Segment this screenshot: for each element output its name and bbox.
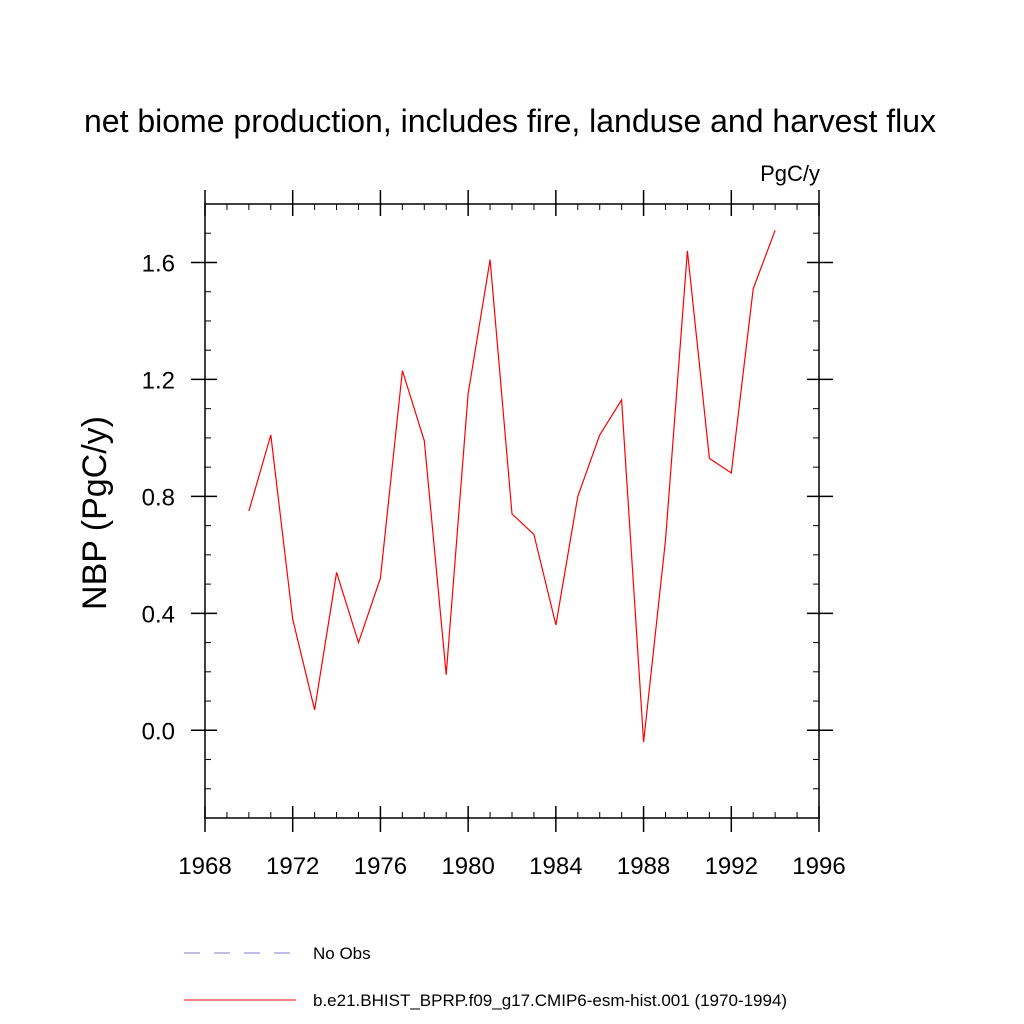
x-tick-label: 1992 — [705, 853, 758, 880]
legend: No Obs b.e21.BHIST_BPRP.f09_g17.CMIP6-es… — [184, 944, 787, 1010]
y-tick-label: 1.2 — [142, 367, 175, 394]
legend-label-model-run: b.e21.BHIST_BPRP.f09_g17.CMIP6-esm-hist.… — [313, 991, 787, 1010]
series-layer — [248, 230, 776, 743]
x-tick-label: 1976 — [354, 853, 407, 880]
axis-tick-labels: 1968 1972 1976 1980 1984 1988 1992 1996 0.0 0.4 0.… — [142, 250, 846, 880]
x-tick-label: 1980 — [441, 853, 494, 880]
chart-title: net biome production, includes fire, lan… — [84, 103, 936, 139]
units-label: PgC/y — [760, 161, 820, 186]
y-axis-label: NBP (PgC/y) — [76, 416, 114, 610]
y-tick-label: 1.6 — [142, 250, 175, 277]
y-tick-label: 0.8 — [142, 484, 175, 511]
y-tick-label: 0.4 — [142, 601, 175, 628]
x-tick-label: 1968 — [178, 853, 231, 880]
legend-label-no-obs: No Obs — [313, 944, 371, 963]
x-tick-label: 1996 — [792, 853, 845, 880]
x-tick-label: 1988 — [617, 853, 670, 880]
axis-ticks — [191, 190, 833, 832]
plot-frame — [204, 203, 820, 819]
series-line-model-run — [248, 230, 776, 743]
x-tick-label: 1984 — [529, 853, 582, 880]
x-tick-label: 1972 — [266, 853, 319, 880]
y-tick-label: 0.0 — [142, 718, 175, 745]
